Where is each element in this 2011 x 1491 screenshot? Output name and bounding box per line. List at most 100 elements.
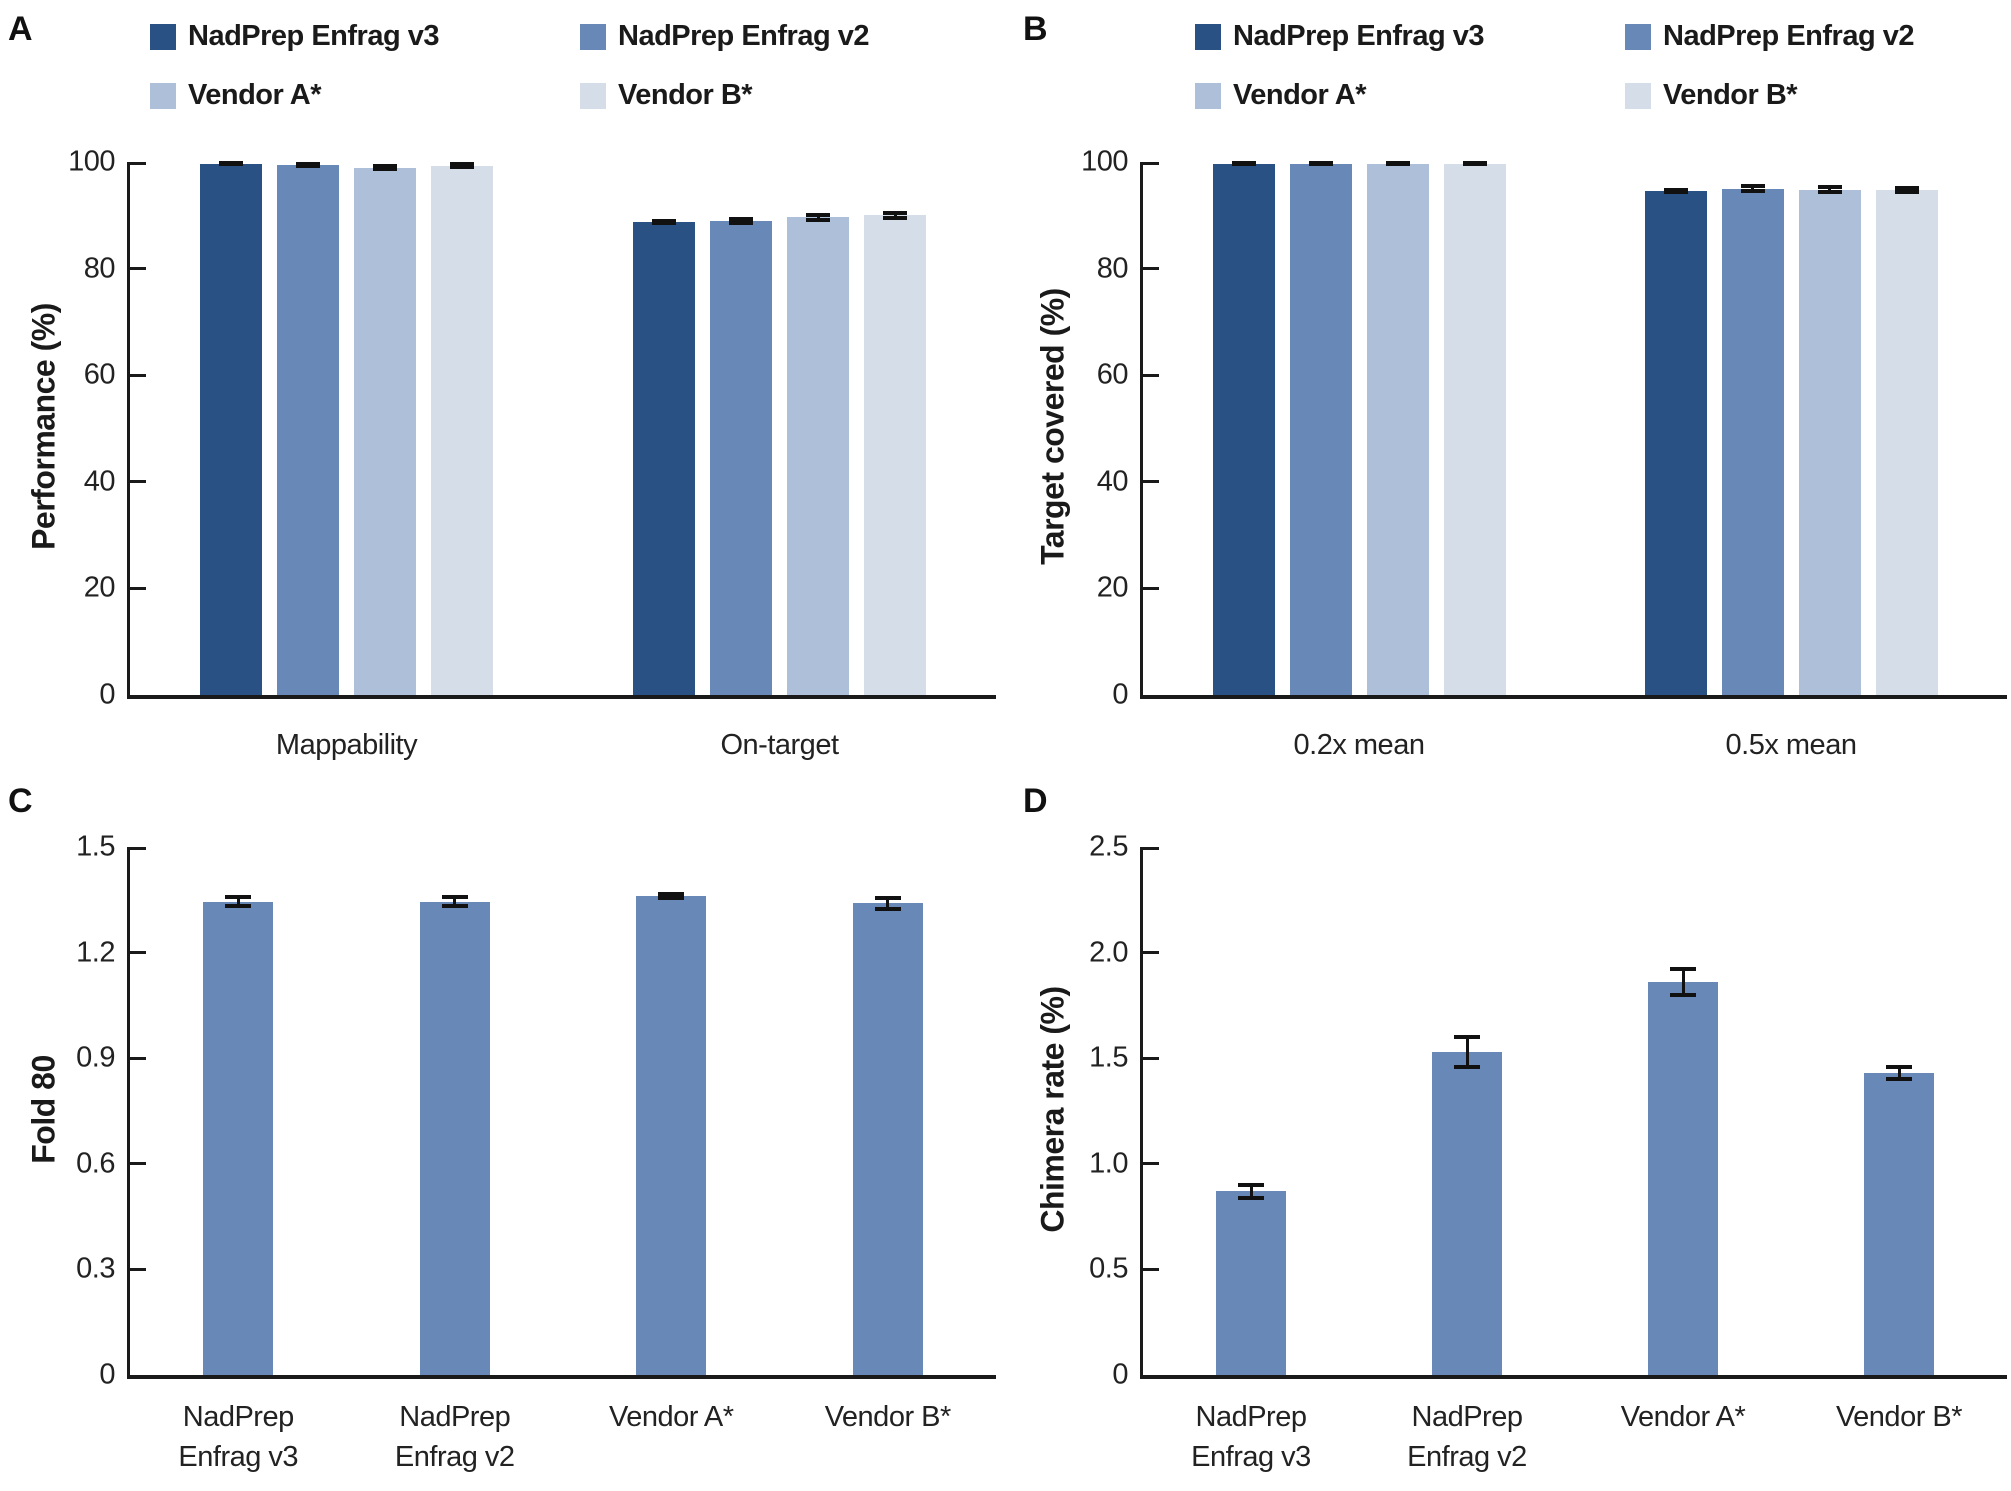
legend-swatch [150,23,176,50]
bar [431,165,493,695]
error-bar-cap [1454,1064,1480,1069]
error-bar-cap [1238,1182,1264,1187]
panel-letter-c: C [8,782,33,820]
plot-area-c: 0 0.3 0.6 0.9 1.2 1.5 NadPrep Enfrag v3 NadPrep… [76,831,996,1473]
y-tick-mark [130,267,146,271]
legend-label: Vendor B* [1663,79,1798,111]
y-tick-label: 2.5 [1089,830,1128,863]
error-bar-cap [1740,189,1765,194]
bar [1289,163,1352,695]
y-tick-label: 0 [99,678,115,711]
error-bar [236,896,240,907]
error-bar [816,215,820,220]
y-tick-label: 1.2 [76,936,115,969]
y-tick-mark [130,162,146,165]
y-tick-mark [1143,1162,1159,1166]
legend-swatch [1625,82,1651,109]
error-bar-cap [1462,162,1487,167]
plot-area-a: 0 20 40 60 80 100 Mappability On-target [68,146,996,761]
y-tick-mark [130,586,146,590]
y-tick-label: 1.0 [1089,1147,1128,1180]
error-bar-cap [874,906,901,911]
y-tick-mark [1143,951,1159,955]
legend-item: Vendor B* [580,79,869,112]
y-tick-label: 0.6 [76,1147,115,1180]
panel-a: A NadPrep Enfrag v3 NadPrep Enfrag v2 Vend… [0,0,1005,770]
error-bar-cap [883,210,907,215]
bar [1432,1051,1502,1375]
error-bar-cap [219,162,243,167]
legend-swatch [580,23,606,50]
y-tick-label: 20 [1096,571,1129,604]
y-tick-label: 60 [83,358,116,391]
error-bar-cap [450,162,474,167]
y-tick-mark [1143,586,1159,590]
error-bar-cap [1817,190,1842,195]
error-bar-cap [225,904,252,909]
error-bar-cap [1663,190,1688,195]
y-tick-label: 0.5 [1089,1252,1128,1285]
bar [1648,982,1718,1375]
error-bar-cap [1886,1077,1912,1082]
panel-letter-a: A [8,10,33,48]
bar [419,901,490,1375]
legend-label: NadPrep Enfrag v3 [1233,20,1484,52]
bar [710,221,772,695]
y-tick-mark [130,1267,146,1271]
bar [1443,163,1506,695]
y-tick-label: 60 [1096,358,1129,391]
x-category-label: Mappability [275,729,418,761]
error-bar-cap [441,894,468,899]
error-bar-cap [729,221,753,226]
y-axis-title-b: Target covered (%) [1034,288,1071,565]
x-category-label: Vendor A* [1620,1401,1746,1433]
y-tick-mark [130,847,146,850]
legend-label: NadPrep Enfrag v2 [618,20,869,52]
y-tick-mark [130,951,146,955]
x-category-label: On-target [720,729,840,761]
y-tick-label: 0.9 [76,1041,115,1074]
error-bar [1751,186,1754,192]
legend-label: Vendor B* [618,79,753,111]
error-bar-cap [296,163,320,168]
y-tick-mark [130,373,146,377]
error-bar-cap [1663,188,1688,193]
y-tick-mark [1143,162,1159,165]
error-bar [1465,1037,1469,1067]
y-tick-label: 0 [1112,678,1128,711]
error-bar [1681,969,1685,995]
y-tick-mark [130,1056,146,1060]
y-axis-title-a: Performance (%) [25,303,62,550]
bar [354,167,416,695]
error-bar-cap [652,220,676,225]
y-tick-label: 2.0 [1089,936,1128,969]
error-bar-cap [1894,190,1919,195]
y-tick-mark [1143,1267,1159,1271]
error-bar-cap [1385,162,1410,167]
bar [864,215,926,695]
error-bar-cap [1740,184,1765,189]
bar [1798,189,1861,695]
y-tick-label: 20 [83,571,116,604]
legend-swatch [1195,82,1221,109]
y-tick-mark [1143,480,1159,484]
error-bar-cap [883,215,907,220]
bar [1864,1072,1934,1375]
legend-b: NadPrep Enfrag v3 NadPrep Enfrag v2 Vendor… [1195,20,1914,112]
x-category-label: 0.2x mean [1293,729,1425,761]
x-category-label: 0.5x mean [1725,729,1857,761]
legend-label: Vendor A* [188,79,322,111]
error-bar-cap [658,896,685,901]
y-tick-label: 0.3 [76,1252,115,1285]
legend-swatch [580,82,606,109]
error-bar-cap [806,217,830,222]
error-bar-cap [1886,1064,1912,1069]
x-category-label: NadPrep Enfrag v2 [1407,1401,1527,1473]
legend-label: NadPrep Enfrag v3 [188,20,439,52]
y-tick-label: 1.5 [1089,1041,1128,1074]
y-tick-label: 1.5 [76,830,115,863]
y-tick-label: 100 [1081,145,1128,178]
error-bar-cap [652,218,676,223]
y-axis-title-c: Fold 80 [25,1055,62,1164]
